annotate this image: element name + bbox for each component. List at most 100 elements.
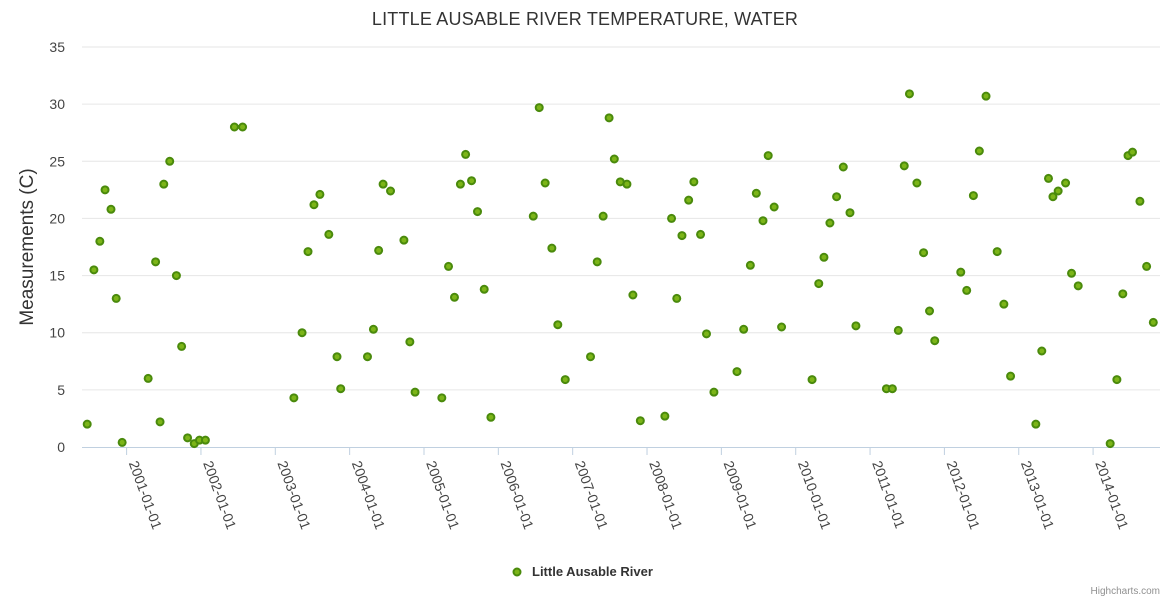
- data-point[interactable]: [1118, 289, 1128, 299]
- data-point[interactable]: [405, 337, 415, 347]
- data-point[interactable]: [968, 191, 978, 201]
- data-point[interactable]: [540, 178, 550, 188]
- data-point[interactable]: [399, 235, 409, 245]
- data-point[interactable]: [95, 236, 105, 246]
- data-point[interactable]: [807, 375, 817, 385]
- data-point[interactable]: [660, 411, 670, 421]
- data-point[interactable]: [143, 373, 153, 383]
- data-point[interactable]: [919, 248, 929, 258]
- data-series[interactable]: [82, 89, 1158, 449]
- data-point[interactable]: [177, 341, 187, 351]
- data-point[interactable]: [992, 247, 1002, 257]
- data-point[interactable]: [437, 393, 447, 403]
- data-point[interactable]: [1061, 178, 1071, 188]
- data-point[interactable]: [473, 207, 483, 217]
- data-point[interactable]: [1112, 375, 1122, 385]
- data-point[interactable]: [1067, 268, 1077, 278]
- data-point[interactable]: [238, 122, 248, 132]
- data-point[interactable]: [309, 200, 319, 210]
- data-point[interactable]: [845, 208, 855, 218]
- data-point[interactable]: [159, 179, 169, 189]
- data-point[interactable]: [999, 299, 1009, 309]
- data-point[interactable]: [819, 252, 829, 262]
- data-point[interactable]: [1043, 173, 1053, 183]
- data-point[interactable]: [534, 103, 544, 113]
- data-point[interactable]: [745, 260, 755, 270]
- data-point[interactable]: [467, 176, 477, 186]
- data-point[interactable]: [200, 435, 210, 445]
- data-point[interactable]: [528, 211, 538, 221]
- data-point[interactable]: [628, 290, 638, 300]
- data-point[interactable]: [672, 293, 682, 303]
- data-point[interactable]: [684, 195, 694, 205]
- data-point[interactable]: [303, 247, 313, 257]
- data-point[interactable]: [386, 186, 396, 196]
- data-point[interactable]: [832, 192, 842, 202]
- data-point[interactable]: [444, 261, 454, 271]
- data-point[interactable]: [155, 417, 165, 427]
- data-point[interactable]: [912, 178, 922, 188]
- data-point[interactable]: [732, 367, 742, 377]
- data-point[interactable]: [82, 419, 92, 429]
- data-point[interactable]: [479, 284, 489, 294]
- data-point[interactable]: [1031, 419, 1041, 429]
- data-point[interactable]: [461, 149, 471, 159]
- data-point[interactable]: [893, 325, 903, 335]
- data-point[interactable]: [592, 257, 602, 267]
- data-point[interactable]: [324, 229, 334, 239]
- data-point[interactable]: [1037, 346, 1047, 356]
- data-point[interactable]: [336, 384, 346, 394]
- data-point[interactable]: [981, 91, 991, 101]
- data-point[interactable]: [1142, 261, 1152, 271]
- data-point[interactable]: [739, 324, 749, 334]
- data-point[interactable]: [89, 265, 99, 275]
- data-point[interactable]: [410, 387, 420, 397]
- data-point[interactable]: [1073, 281, 1083, 291]
- data-point[interactable]: [1148, 317, 1158, 327]
- data-point[interactable]: [553, 320, 563, 330]
- data-point[interactable]: [825, 218, 835, 228]
- data-point[interactable]: [851, 321, 861, 331]
- data-point[interactable]: [100, 185, 110, 195]
- data-point[interactable]: [777, 322, 787, 332]
- data-point[interactable]: [297, 328, 307, 338]
- data-point[interactable]: [604, 113, 614, 123]
- data-point[interactable]: [1127, 147, 1137, 157]
- legend[interactable]: Little Ausable River: [512, 564, 653, 579]
- data-point[interactable]: [374, 245, 384, 255]
- data-point[interactable]: [183, 433, 193, 443]
- legend-item-label[interactable]: Little Ausable River: [532, 564, 653, 579]
- data-point[interactable]: [751, 188, 761, 198]
- data-point[interactable]: [368, 324, 378, 334]
- data-point[interactable]: [763, 151, 773, 161]
- data-point[interactable]: [696, 229, 706, 239]
- data-point[interactable]: [769, 202, 779, 212]
- data-point[interactable]: [486, 412, 496, 422]
- data-point[interactable]: [635, 416, 645, 426]
- data-point[interactable]: [758, 216, 768, 226]
- data-point[interactable]: [709, 387, 719, 397]
- data-point[interactable]: [449, 292, 459, 302]
- data-point[interactable]: [838, 162, 848, 172]
- credits-link[interactable]: Highcharts.com: [1091, 586, 1160, 597]
- data-point[interactable]: [171, 271, 181, 281]
- data-point[interactable]: [701, 329, 711, 339]
- data-point[interactable]: [1048, 192, 1058, 202]
- data-point[interactable]: [930, 336, 940, 346]
- data-point[interactable]: [315, 189, 325, 199]
- data-point[interactable]: [974, 146, 984, 156]
- data-point[interactable]: [887, 384, 897, 394]
- data-point[interactable]: [956, 267, 966, 277]
- data-point[interactable]: [689, 177, 699, 187]
- data-point[interactable]: [547, 243, 557, 253]
- data-point[interactable]: [904, 89, 914, 99]
- data-point[interactable]: [622, 179, 632, 189]
- data-point[interactable]: [151, 257, 161, 267]
- data-point[interactable]: [1135, 196, 1145, 206]
- data-point[interactable]: [586, 352, 596, 362]
- data-point[interactable]: [165, 156, 175, 166]
- data-point[interactable]: [1053, 186, 1063, 196]
- data-point[interactable]: [667, 213, 677, 223]
- data-point[interactable]: [814, 279, 824, 289]
- data-point[interactable]: [378, 179, 388, 189]
